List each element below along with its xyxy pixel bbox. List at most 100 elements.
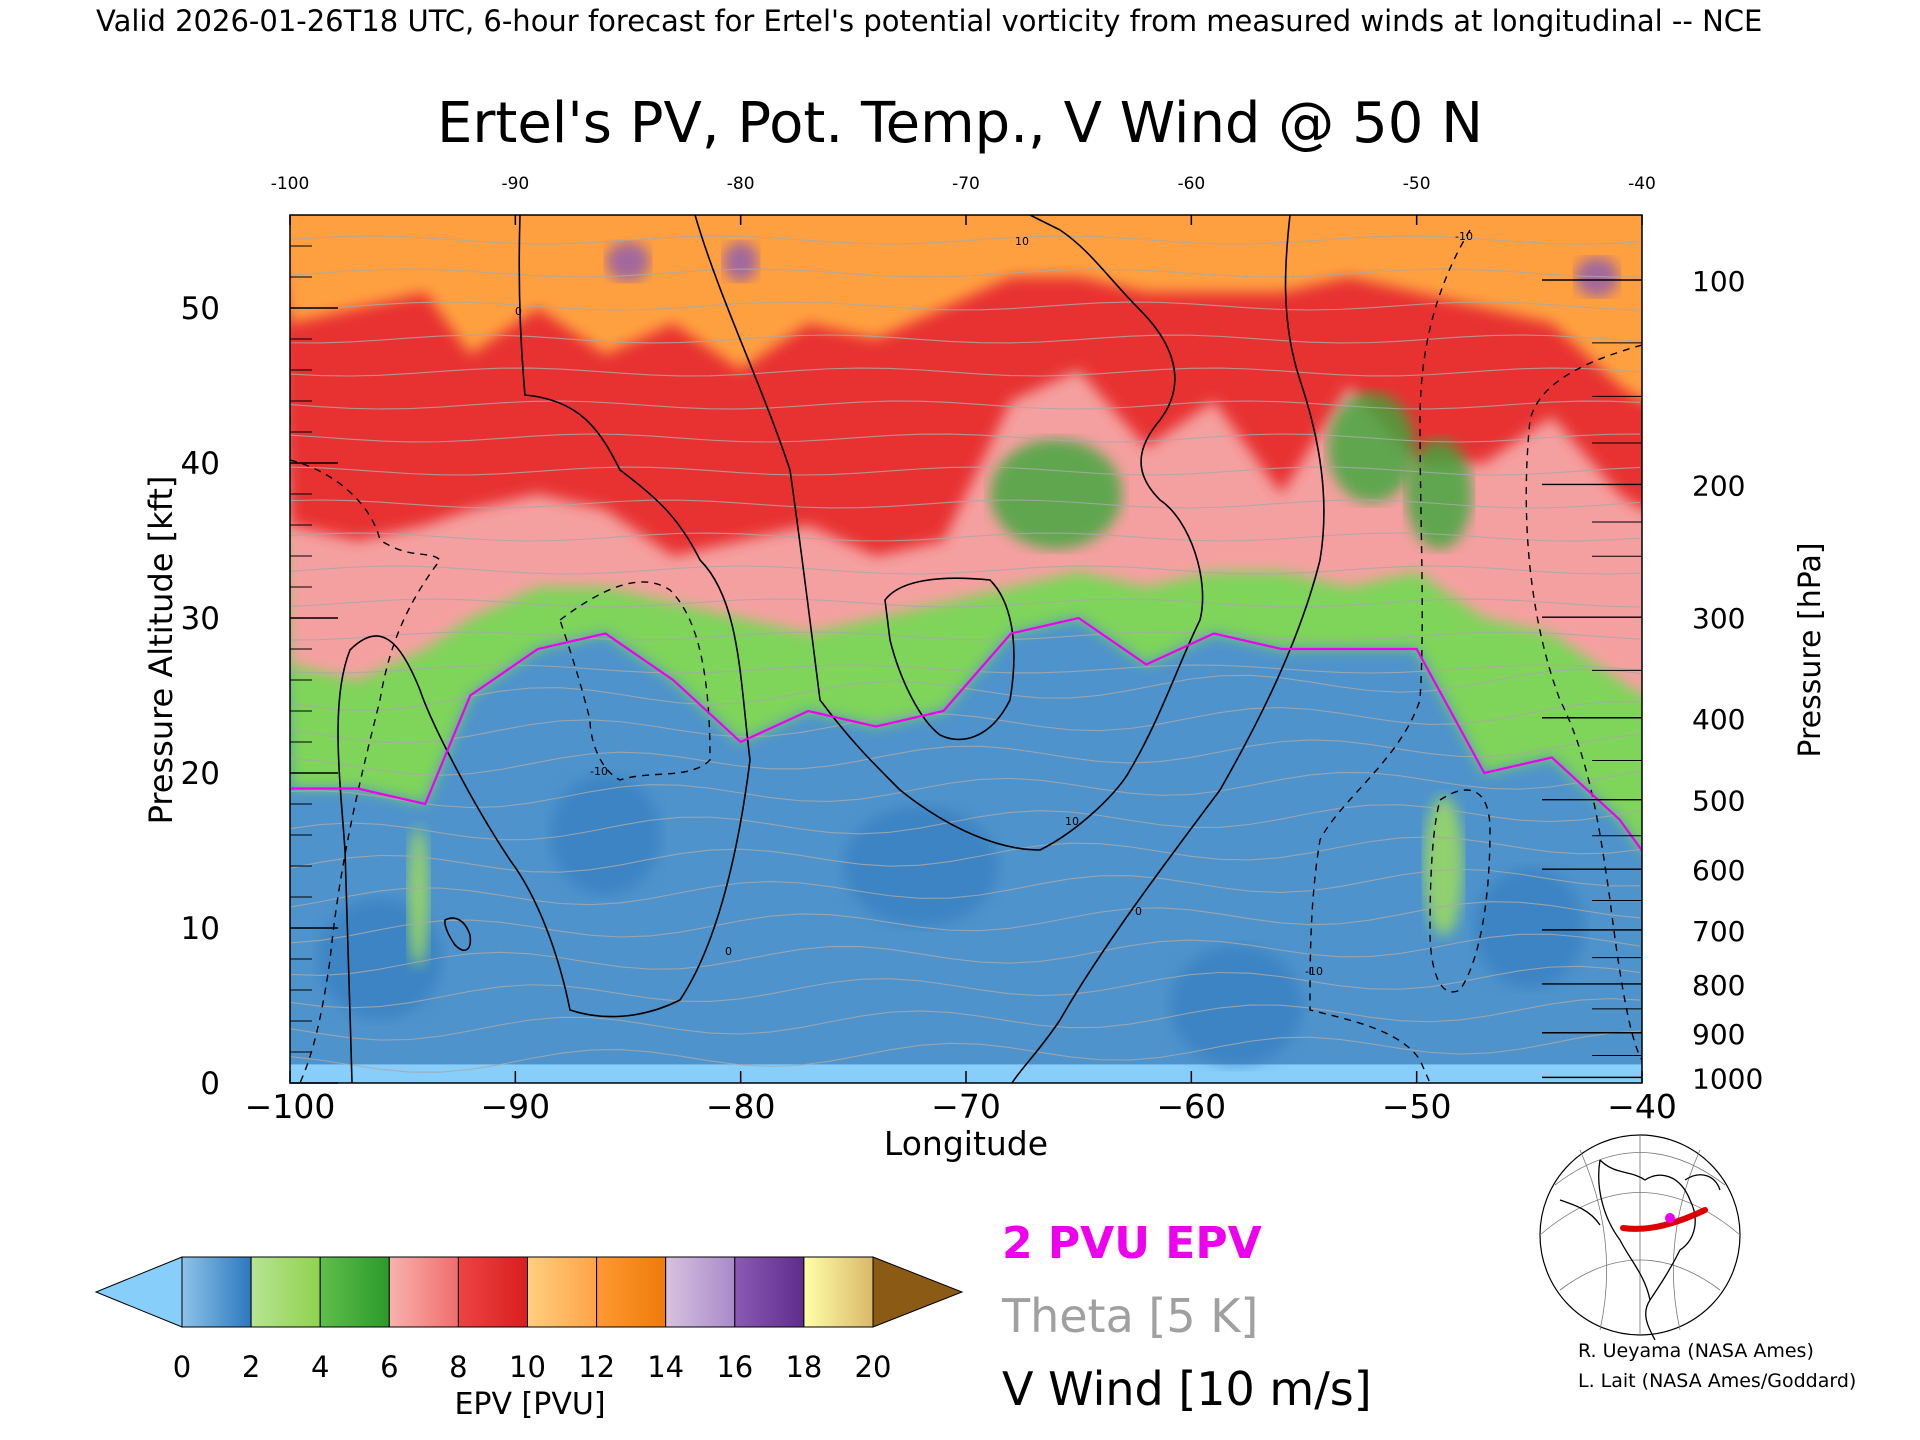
x-top-tick-label: -40 (1628, 174, 1656, 194)
theta-line (290, 598, 1641, 608)
pv-2pvu-contour (290, 616, 1642, 852)
colorbar-bin (803, 1256, 874, 1328)
wind-contours (337, 215, 1325, 1083)
y2-tick-label: 600 (1692, 854, 1745, 887)
theta-line (290, 235, 1641, 245)
x-axis: −100 −90 −80 −70 −60 −50 −40 (245, 1071, 1677, 1126)
inset-map-graticule (1539, 1135, 1741, 1335)
colorbar-label: EPV [PVU] (454, 1387, 605, 1422)
x-tick-label: −60 (1157, 1087, 1227, 1126)
x-tick-label: −80 (706, 1087, 776, 1126)
colorbar-bin (388, 1256, 459, 1328)
colorbar-min-extend (94, 1256, 183, 1328)
x-tick-label: −100 (245, 1087, 336, 1126)
x-top-tick-label: -60 (1177, 174, 1205, 194)
y2-axis-label: Pressure [hPa] (1793, 542, 1828, 757)
y2-tick-label: 400 (1692, 703, 1745, 736)
y2-tick-label: 500 (1692, 785, 1745, 818)
contour-label: -10 (1455, 230, 1473, 243)
contour-label: 10 (1065, 815, 1079, 828)
pv-green-patch (1406, 439, 1473, 549)
inset-map (1539, 1134, 1741, 1341)
pv-purple-patch (606, 241, 650, 282)
colorbar-bin (181, 1256, 252, 1328)
pv-purple-patch (723, 241, 759, 282)
contour-label: 10 (1015, 235, 1029, 248)
colorbar-tick-label: 14 (647, 1350, 684, 1384)
plot-area: 0 0 0 10 10 -10 -10 -10 (289, 214, 1643, 1084)
wind-contour-zero-center (694, 215, 1204, 851)
contour-label: 0 (1135, 905, 1142, 918)
colorbar-bin (319, 1256, 390, 1328)
pv-green-patch (1327, 392, 1416, 503)
pv-green-patch (990, 439, 1123, 549)
y2-tick-label: 200 (1692, 469, 1745, 502)
theta-line (290, 532, 1641, 542)
legend-entry-epv: 2 PVU EPV (1002, 1218, 1262, 1269)
y-axis-right: 100 200 300 400 500 600 700 800 900 1000 (1542, 265, 1763, 1095)
colorbar-max-extend (872, 1256, 964, 1328)
inset-map-coastline (1559, 1159, 1721, 1341)
colorbar-bin (596, 1256, 667, 1328)
pv-green-plume (407, 827, 430, 967)
y-axis-label: Pressure Altitude [kft] (142, 476, 180, 825)
contour-label: -10 (590, 765, 608, 778)
colorbar-tick-label: 0 (173, 1350, 191, 1384)
theta-line (290, 466, 1641, 476)
credit-line: L. Lait (NASA Ames/Goddard) (1578, 1370, 1856, 1392)
wind-contour-box (884, 577, 1015, 741)
x-tick-label: −70 (931, 1087, 1001, 1126)
wind-contour-neg-west (290, 459, 441, 1083)
inset-map-marker (1665, 1213, 1675, 1223)
pv-blue-patch (550, 775, 661, 895)
y2-tick-label: 100 (1692, 265, 1745, 298)
colorbar-tick-label: 4 (311, 1350, 329, 1384)
legend-entry-theta: Theta [5 K] (1001, 1289, 1258, 1343)
colorbar-tick-label: 18 (785, 1350, 822, 1384)
theta-line (290, 770, 1641, 813)
theta-line (290, 664, 1641, 674)
x-axis-label: Longitude (884, 1124, 1048, 1163)
x-axis-top: -100 -90 -80 -70 -60 -50 -40 (271, 174, 1656, 225)
theta-line (290, 301, 1641, 311)
theta-line (290, 367, 1641, 377)
credit-line: R. Ueyama (NASA Ames) (1578, 1340, 1814, 1362)
colorbar-bin (457, 1256, 528, 1328)
colorbar-tick-label: 12 (578, 1350, 615, 1384)
colorbar-tick-label: 8 (449, 1350, 467, 1384)
theta-line (290, 836, 1641, 879)
theta-line (290, 499, 1641, 509)
pv-blue-patch (843, 806, 998, 926)
wind-contour-zero-west (337, 215, 751, 1083)
theta-line (290, 901, 1641, 945)
colorbar-bin (665, 1256, 736, 1328)
x-top-tick-label: -80 (727, 174, 755, 194)
y-axis-left: 0 10 20 30 40 50 (181, 245, 338, 1102)
theta-line (290, 400, 1641, 410)
theta-line (290, 998, 1641, 1044)
theta-line (290, 933, 1641, 978)
colorbar-bin (250, 1256, 321, 1328)
legend: 2 PVU EPV Theta [5 K] V Wind [10 m/s] (1001, 1218, 1372, 1416)
x-tick-label: −50 (1382, 1087, 1452, 1126)
contour-label: 0 (515, 305, 522, 318)
colorbar-tick-label: 10 (509, 1350, 546, 1384)
contour-label: -10 (1305, 965, 1323, 978)
theta-line (290, 631, 1641, 641)
wind-contours-negative (290, 229, 1642, 1083)
theta-line (290, 668, 1641, 714)
y-tick-label: 30 (181, 601, 220, 637)
y-tick-label: 0 (200, 1066, 220, 1102)
y-tick-label: 20 (181, 756, 220, 792)
theta-line (290, 1030, 1641, 1077)
y2-tick-label: 700 (1692, 915, 1745, 948)
colorbar: 0 2 4 6 8 10 12 14 16 18 20 (94, 1256, 964, 1384)
pv-blue-patch (1474, 868, 1585, 988)
theta-line (290, 701, 1641, 747)
y2-tick-label: 900 (1692, 1018, 1745, 1051)
x-tick-label: −90 (481, 1087, 551, 1126)
colorbar-tick-label: 20 (855, 1350, 892, 1384)
theta-line (290, 433, 1641, 443)
colorbar-tick-label: 16 (716, 1350, 753, 1384)
